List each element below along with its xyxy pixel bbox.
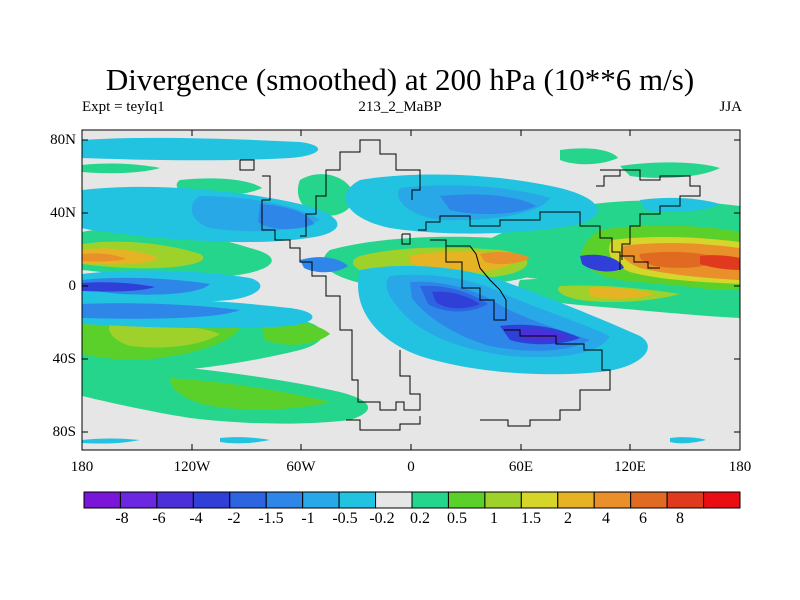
lon-label-120w: 120W [173,459,211,475]
colorbar-swatch [447,491,486,509]
colorbar-label: -0.2 [369,510,395,527]
colorbar-label: -1.5 [258,510,284,527]
colorbar-label: 0.2 [410,510,430,527]
lat-label-40s: 40S [52,351,76,367]
case-label: 213_2_MaBP [358,99,442,115]
lat-label-80s: 80S [52,424,76,440]
colorbar-label: 4 [602,510,610,527]
lon-label-180e: 180 [728,459,752,475]
colorbar-label: -2 [227,510,241,527]
colorbar-swatch [557,491,595,509]
colorbar-swatch [229,491,267,509]
lon-label-180w: 180 [70,459,94,475]
colorbar-swatch [338,491,377,509]
colorbar-swatch [302,491,340,509]
lat-label-0: 0 [68,278,77,294]
lat-label-40n: 40N [50,205,76,221]
tick-marks [81,130,741,450]
lon-label-60w: 60W [286,459,316,475]
colorbar-label: -1 [301,510,315,527]
colorbar-swatch [666,491,705,509]
colorbar-label: 0.5 [447,510,467,527]
lon-label-0: 0 [407,459,415,475]
colorbar-label: -6 [152,510,166,527]
colorbar-label: -0.5 [332,510,358,527]
colorbar-swatch [375,491,413,509]
experiment-label: Expt = teyIq1 [82,99,165,115]
colorbar-swatch [83,491,121,509]
lon-label-120e: 120E [614,459,646,475]
lat-label-80n: 80N [50,132,76,148]
colorbar-swatch [703,491,741,509]
colorbar-swatch [119,491,158,509]
colorbar [83,491,741,509]
colorbar-swatch [593,491,632,509]
season-label: JJA [719,99,742,115]
colorbar-swatch [520,491,559,509]
colorbar-label: 6 [639,510,647,527]
plot-title: Divergence (smoothed) at 200 hPa (10**6 … [105,62,695,97]
colorbar-swatch [265,491,304,509]
colorbar-label: -4 [189,510,203,527]
colorbar-swatch [156,491,194,509]
colorbar-label: 1 [490,510,498,527]
colorbar-swatch [192,491,231,509]
colorbar-label: -8 [115,510,129,527]
colorbar-swatch [411,491,449,509]
colorbar-label: 1.5 [521,510,541,527]
colorbar-swatch [484,491,522,509]
lon-label-60e: 60E [508,459,534,475]
colorbar-label: 2 [564,510,572,527]
divergence-field [82,137,740,444]
colorbar-label: 8 [676,510,684,527]
coastlines [239,139,701,431]
colorbar-swatch [630,491,668,509]
